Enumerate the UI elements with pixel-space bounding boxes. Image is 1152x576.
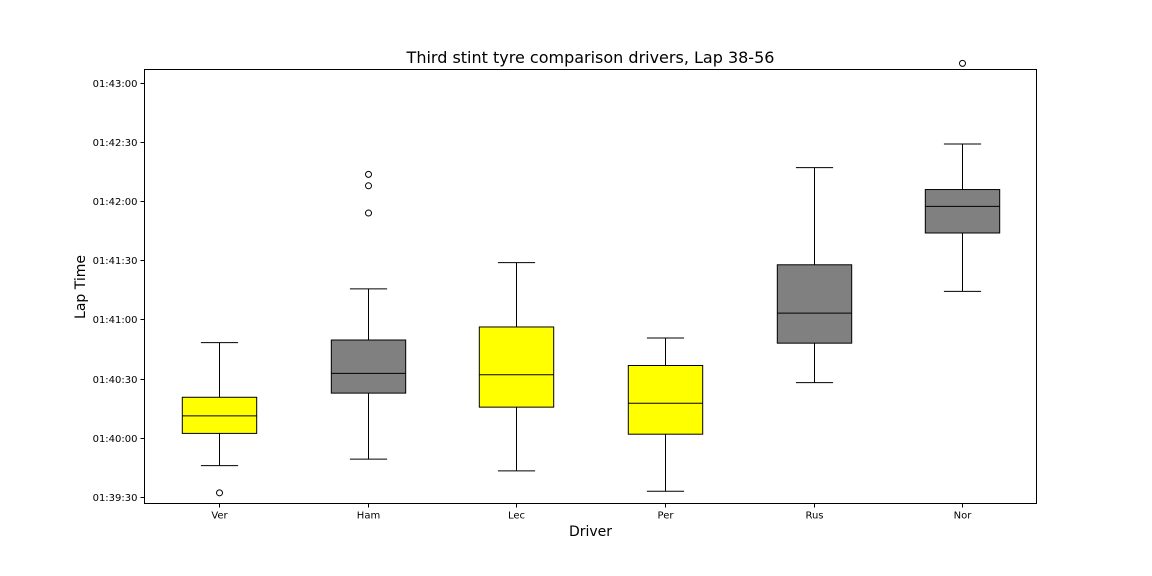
x-tick-label: Nor xyxy=(954,511,973,522)
box-body xyxy=(330,339,407,394)
y-tick-label: 01:40:00 xyxy=(93,434,138,445)
y-tick-label: 01:39:30 xyxy=(93,493,138,504)
x-tick-label: Lec xyxy=(508,511,525,522)
y-tick-label: 01:41:00 xyxy=(93,315,138,326)
box-body xyxy=(627,364,704,435)
box-body xyxy=(776,264,853,344)
box-outlier xyxy=(365,170,372,178)
x-tick-label: Ver xyxy=(211,511,228,522)
plot-frame xyxy=(144,69,1037,504)
y-tick-label: 01:43:00 xyxy=(93,79,138,90)
box-body xyxy=(924,189,1001,234)
box-outlier xyxy=(959,59,966,67)
box-outlier xyxy=(365,182,372,190)
chart-title: Third stint tyre comparison drivers, Lap… xyxy=(406,48,775,67)
y-tick-label: 01:41:30 xyxy=(93,256,138,267)
box-outlier xyxy=(216,489,223,497)
y-tick-label: 01:42:30 xyxy=(93,138,138,149)
y-axis-label: Lap Time xyxy=(73,255,89,319)
x-tick-label: Ham xyxy=(357,511,380,522)
x-tick-label: Per xyxy=(658,511,675,522)
x-tick-label: Rus xyxy=(805,511,823,522)
y-tick-label: 01:40:30 xyxy=(93,375,138,386)
box-outlier xyxy=(365,209,372,217)
box-body xyxy=(478,326,555,408)
y-tick-label: 01:42:00 xyxy=(93,197,138,208)
plot-area: 01:39:30 01:40:00 01:40:30 01:41:00 01:41:30… xyxy=(93,59,1037,522)
x-axis-label: Driver xyxy=(569,524,612,540)
